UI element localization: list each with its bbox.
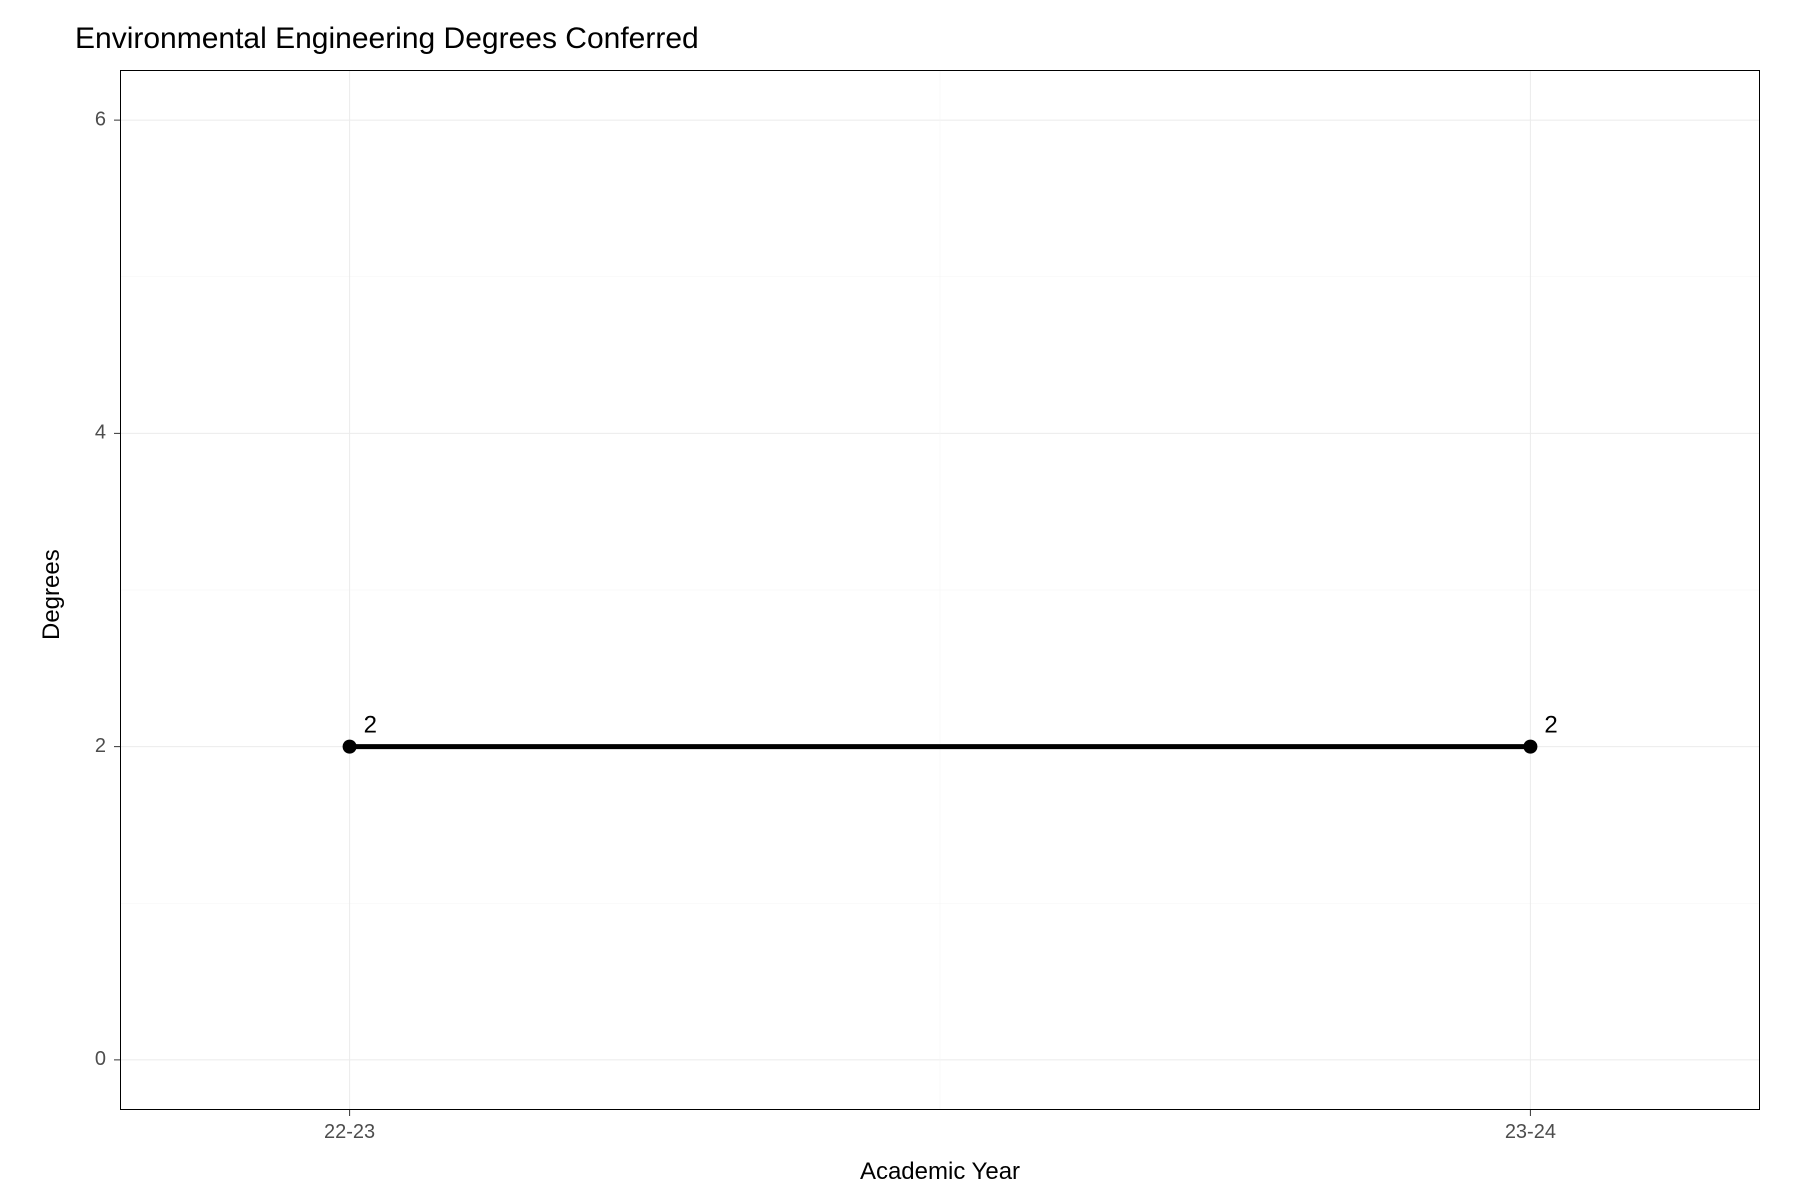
data-point: [343, 740, 357, 754]
x-axis-label: Academic Year: [740, 1158, 1140, 1186]
x-tick-label: 22-23: [324, 1121, 375, 1143]
y-tick-label: 2: [95, 735, 106, 757]
y-axis-label: Degrees: [38, 549, 66, 640]
y-tick-label: 6: [95, 108, 106, 130]
data-point: [1523, 740, 1537, 754]
data-point-label: 2: [364, 712, 377, 739]
y-tick-label: 0: [95, 1048, 106, 1070]
chart-svg: 22024622-2323-24: [120, 70, 1760, 1110]
x-tick-label: 23-24: [1505, 1121, 1556, 1143]
data-point-label: 2: [1544, 712, 1557, 739]
y-tick-label: 4: [95, 422, 106, 444]
chart-title: Environmental Engineering Degrees Confer…: [75, 22, 699, 56]
plot-area: 22024622-2323-24: [120, 70, 1760, 1110]
chart-container: Environmental Engineering Degrees Confer…: [0, 0, 1800, 1200]
